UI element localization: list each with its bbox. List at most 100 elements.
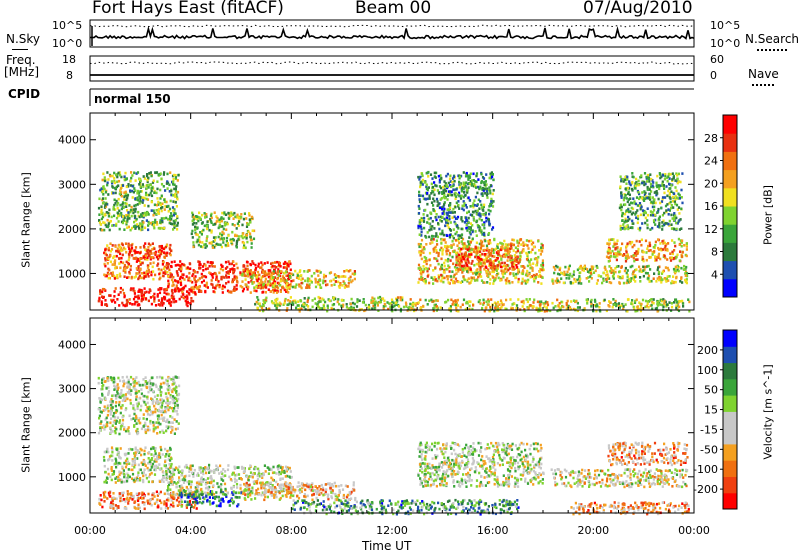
power-cell (227, 270, 230, 273)
power-cell (487, 298, 490, 301)
power-cell (232, 271, 235, 275)
power-cell (614, 299, 617, 303)
power-cell (109, 219, 112, 223)
power-cell (151, 223, 154, 226)
power-cell (624, 256, 627, 260)
power-cell (491, 175, 494, 179)
power-cell (567, 267, 570, 271)
power-cell (285, 270, 288, 274)
power-cell (341, 305, 345, 308)
power-cell (221, 233, 224, 237)
power-cell (210, 212, 213, 216)
power-cell (641, 181, 644, 185)
power-cell (425, 259, 428, 262)
power-cell (653, 272, 656, 275)
power-cell (634, 309, 637, 313)
power-cell (158, 250, 161, 254)
power-cell (143, 271, 146, 275)
power-cell (179, 260, 182, 263)
power-cell (651, 201, 655, 205)
power-cell (440, 215, 443, 219)
power-cell (134, 197, 137, 200)
power-cell (455, 301, 458, 305)
power-cell (100, 205, 103, 208)
power-cell (470, 279, 473, 282)
power-cell (419, 306, 422, 310)
power-cell (111, 185, 114, 188)
power-cell (227, 275, 230, 279)
power-cell (661, 221, 664, 224)
velocity-cell (166, 507, 169, 510)
power-cell (163, 208, 166, 211)
power-cell (107, 248, 110, 252)
power-cell (423, 216, 426, 220)
power-cell (493, 237, 496, 241)
power-cell (113, 274, 116, 278)
power-cell (448, 253, 451, 257)
power-cell (442, 210, 445, 213)
power-cell (299, 269, 302, 272)
power-cell (123, 275, 126, 278)
power-cell (534, 257, 538, 260)
velocity-cell (130, 492, 133, 495)
power-cell (505, 246, 508, 249)
power-cell (342, 275, 345, 278)
power-cell (428, 299, 431, 303)
power-cell (493, 301, 496, 305)
power-cell (422, 213, 425, 216)
velocity-cell (169, 503, 173, 507)
power-cell (664, 303, 667, 307)
power-cell (476, 251, 479, 254)
power-cell (246, 270, 249, 274)
power-cell (629, 201, 633, 205)
power-cell (107, 246, 110, 250)
power-cell (146, 193, 149, 197)
power-cell (675, 227, 678, 231)
power-cell (198, 260, 201, 264)
power-cell (515, 258, 518, 261)
power-cell (565, 307, 568, 310)
power-cell (320, 286, 323, 289)
power-cell (496, 266, 499, 269)
power-cell (456, 193, 459, 196)
power-cell (492, 262, 495, 266)
power-cell (490, 249, 493, 252)
power-cell (520, 282, 523, 285)
power-cell (236, 222, 239, 225)
power-cell (285, 279, 288, 282)
power-cell (124, 247, 127, 251)
power-cell (251, 273, 254, 277)
power-cell (193, 270, 196, 273)
velocity-cell (167, 497, 170, 500)
power-cell (123, 228, 126, 231)
power-cell (116, 207, 119, 210)
power-cell (487, 242, 490, 245)
power-cell (125, 178, 128, 181)
power-cell (163, 171, 166, 174)
power-cell (647, 249, 650, 253)
power-cell (474, 180, 477, 183)
power-cell (169, 199, 172, 203)
power-cell (138, 222, 142, 225)
power-cell (155, 209, 158, 212)
power-cell (648, 192, 652, 196)
power-cell (262, 274, 265, 278)
power-cell (123, 195, 126, 199)
power-cell (236, 280, 239, 283)
power-cell (634, 268, 637, 272)
power-cell (602, 277, 605, 281)
power-cell (431, 185, 435, 189)
power-cell (448, 307, 451, 310)
power-cell (419, 183, 422, 187)
power-cell (234, 234, 237, 237)
power-cell (387, 307, 390, 311)
power-cell (251, 281, 254, 284)
power-cell (148, 172, 151, 175)
power-cell (194, 225, 197, 229)
power-cell (668, 182, 671, 186)
power-cell (123, 178, 126, 182)
power-cell (490, 200, 493, 203)
power-cell (295, 306, 298, 310)
power-cell (669, 187, 672, 190)
power-cell (169, 275, 172, 278)
